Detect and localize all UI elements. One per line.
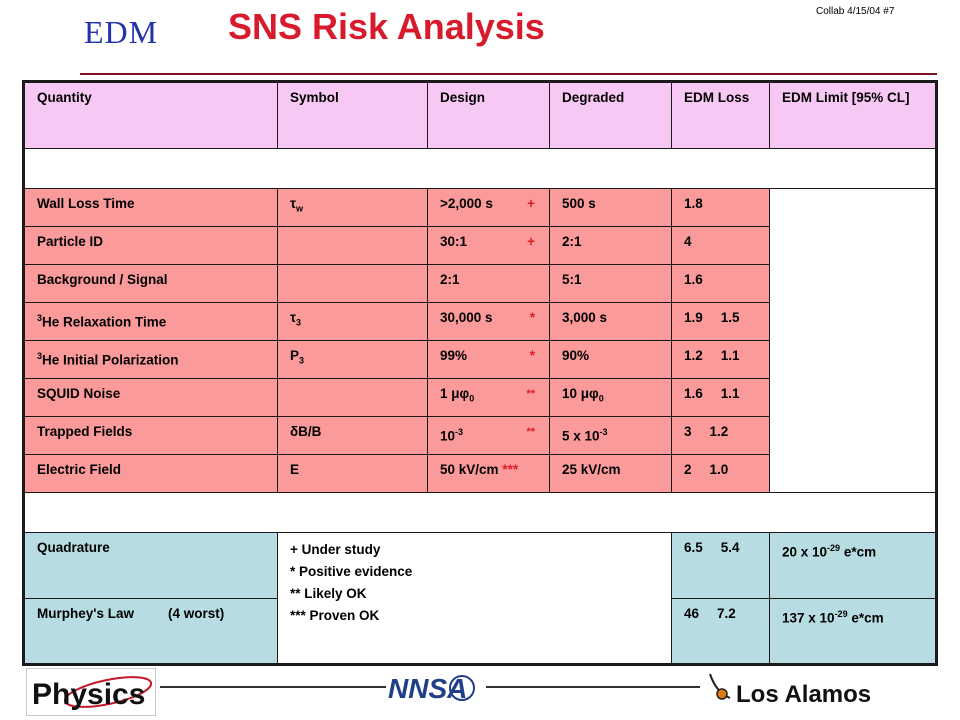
quantity-cell: Particle ID — [23, 226, 278, 265]
degraded-cell: 5 x 10-3 — [549, 416, 672, 455]
spacer-row — [23, 492, 937, 533]
table-row: Background / Signal 2:1 5:1 1.6 — [23, 264, 937, 303]
table-header-row: Quantity Symbol Design Degraded EDM Loss… — [23, 81, 937, 149]
status-mark: ** — [526, 388, 535, 400]
legend-item: + Under study — [290, 542, 381, 557]
design-cell: 50 kV/cm *** — [427, 454, 550, 493]
design-cell: 10-3 ** — [427, 416, 550, 455]
table-row: Particle ID 30:1 + 2:1 4 — [23, 226, 937, 265]
slide-reference: Collab 4/15/04 #7 — [816, 6, 895, 17]
design-cell: >2,000 s + — [427, 188, 550, 227]
edm-loss-cell: 3 1.2 — [671, 416, 770, 455]
status-mark: + — [527, 234, 535, 249]
legend-cell: + Under study * Positive evidence ** Lik… — [277, 532, 672, 665]
los-alamos-logo: Los Alamos — [709, 673, 871, 708]
symbol-cell: E — [277, 454, 428, 493]
symbol-cell: τw — [277, 188, 428, 227]
design-cell: 1 μφ0 ** — [427, 378, 550, 417]
design-cell: 30:1 + — [427, 226, 550, 265]
quantity-cell: 3He Relaxation Time — [23, 302, 278, 341]
table-row: Murphey's Law (4 worst) 46 7.2 137 x 10-29… — [23, 598, 937, 665]
quantity-cell: Murphey's Law (4 worst) — [23, 598, 278, 665]
footer-rule — [160, 686, 386, 688]
symbol-cell — [277, 264, 428, 303]
title-rule — [80, 73, 937, 75]
degraded-cell: 3,000 s — [549, 302, 672, 341]
symbol-cell — [277, 226, 428, 265]
column-header: Quantity — [23, 81, 278, 149]
symbol-cell — [277, 378, 428, 417]
column-header: Degraded — [549, 81, 672, 149]
table-row: SQUID Noise 1 μφ0 ** 10 μφ0 1.6 1.1 — [23, 378, 937, 417]
quantity-cell: 3He Initial Polarization — [23, 340, 278, 379]
footer-rule — [486, 686, 700, 688]
edm-loss-cell: 6.5 5.4 — [671, 532, 770, 599]
legend-item: *** Proven OK — [290, 608, 380, 623]
symbol-cell: τ3 — [277, 302, 428, 341]
quantity-cell: Wall Loss Time — [23, 188, 278, 227]
symbol-cell: δB/B — [277, 416, 428, 455]
edm-logo: EDM — [84, 14, 159, 50]
physics-logo-text: Physics — [32, 678, 145, 711]
edm-loss-cell: 1.8 — [671, 188, 770, 227]
quantity-cell: Background / Signal — [23, 264, 278, 303]
design-cell: 99% * — [427, 340, 550, 379]
table-row: Trapped Fields δB/B 10-3 ** 5 x 10-3 3 1.2 — [23, 416, 937, 455]
edm-loss-cell: 1.2 1.1 — [671, 340, 770, 379]
table-row: 3He Relaxation Time τ3 30,000 s * 3,000 s… — [23, 302, 937, 341]
los-alamos-logo-text: Los Alamos — [736, 681, 871, 708]
quantity-cell: Quadrature — [23, 532, 278, 599]
column-header: EDM Loss — [671, 81, 770, 149]
quantity-cell: SQUID Noise — [23, 378, 278, 417]
degraded-cell: 90% — [549, 340, 672, 379]
status-mark: *** — [502, 462, 519, 477]
edm-loss-cell: 4 — [671, 226, 770, 265]
symbol-cell: P3 — [277, 340, 428, 379]
quantity-cell: Electric Field — [23, 454, 278, 493]
edm-loss-cell: 1.9 1.5 — [671, 302, 770, 341]
legend-item: * Positive evidence — [290, 564, 413, 579]
edm-loss-cell: 2 1.0 — [671, 454, 770, 493]
status-mark: * — [529, 310, 535, 325]
degraded-cell: 2:1 — [549, 226, 672, 265]
degraded-cell: 10 μφ0 — [549, 378, 672, 417]
table-row: Electric Field E 50 kV/cm *** 25 kV/cm 2… — [23, 454, 937, 493]
edm-limit-cell: 137 x 10-29 e*cm — [769, 598, 937, 665]
quantity-cell: Trapped Fields — [23, 416, 278, 455]
column-header: Design — [427, 81, 550, 149]
column-header: Symbol — [277, 81, 428, 149]
nnsa-logo: NNSA — [388, 673, 475, 704]
design-cell: 30,000 s * — [427, 302, 550, 341]
physics-logo: Physics — [26, 668, 156, 716]
edm-loss-cell: 1.6 1.1 — [671, 378, 770, 417]
edm-loss-cell: 46 7.2 — [671, 598, 770, 665]
spacer-row — [23, 148, 937, 189]
status-mark: + — [527, 196, 535, 211]
degraded-cell: 25 kV/cm — [549, 454, 672, 493]
degraded-cell: 500 s — [549, 188, 672, 227]
risk-table: Quantity Symbol Design Degraded EDM Loss… — [22, 80, 938, 666]
legend-item: ** Likely OK — [290, 586, 367, 601]
status-mark: ** — [526, 426, 535, 438]
edm-limit-cell — [769, 188, 937, 493]
table-row: 3He Initial Polarization P3 99% * 90% 1.2… — [23, 340, 937, 379]
edm-loss-cell: 1.6 — [671, 264, 770, 303]
page-title: SNS Risk Analysis — [228, 6, 545, 47]
table-row: Wall Loss Time τw >2,000 s + 500 s 1.8 — [23, 188, 937, 493]
degraded-cell: 5:1 — [549, 264, 672, 303]
edm-limit-cell: 20 x 10-29 e*cm — [769, 532, 937, 599]
design-cell: 2:1 — [427, 264, 550, 303]
column-header: EDM Limit [95% CL] — [769, 81, 937, 149]
table-row: Quadrature + Under study * Positive evid… — [23, 532, 937, 665]
status-mark: * — [529, 348, 535, 363]
